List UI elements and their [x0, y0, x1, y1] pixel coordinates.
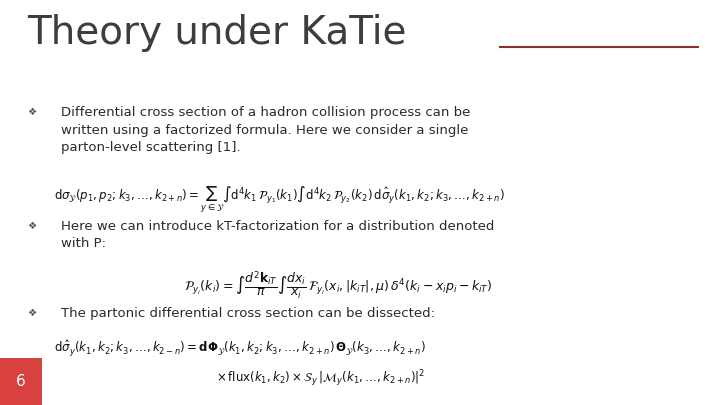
Text: Differential cross section of a hadron collision process can be
written using a : Differential cross section of a hadron c… — [61, 106, 471, 154]
FancyBboxPatch shape — [0, 358, 42, 405]
Text: $\mathcal{P}_{y_i}(k_i) = \int \dfrac{d^2\mathbf{k}_{iT}}{\pi} \int \dfrac{dx_i}: $\mathcal{P}_{y_i}(k_i) = \int \dfrac{d^… — [184, 269, 492, 301]
Text: ❖: ❖ — [27, 308, 37, 318]
Text: $\mathrm{d}\hat{\sigma}_y(k_1, k_2; k_3, \ldots, k_{2-n}) = \mathbf{d}\boldsymbo: $\mathrm{d}\hat{\sigma}_y(k_1, k_2; k_3,… — [54, 338, 426, 358]
Text: $\mathrm{d}\sigma_\mathcal{Y}(p_1, p_2; k_3, \ldots, k_{2+n}) = \sum_{y \in \mat: $\mathrm{d}\sigma_\mathcal{Y}(p_1, p_2; … — [54, 184, 505, 215]
Text: $\times\, \mathrm{flux}(k_1, k_2) \times \mathcal{S}_y\, |\mathcal{M}_y(k_1, \ld: $\times\, \mathrm{flux}(k_1, k_2) \times… — [216, 369, 426, 389]
Text: Theory under KaTie: Theory under KaTie — [27, 14, 407, 52]
Text: ❖: ❖ — [27, 107, 37, 117]
Text: The partonic differential cross section can be dissected:: The partonic differential cross section … — [61, 307, 435, 320]
Text: 6: 6 — [16, 374, 26, 390]
Text: Here we can introduce kT-factorization for a distribution denoted
with P:: Here we can introduce kT-factorization f… — [61, 220, 495, 250]
Text: ❖: ❖ — [27, 221, 37, 231]
